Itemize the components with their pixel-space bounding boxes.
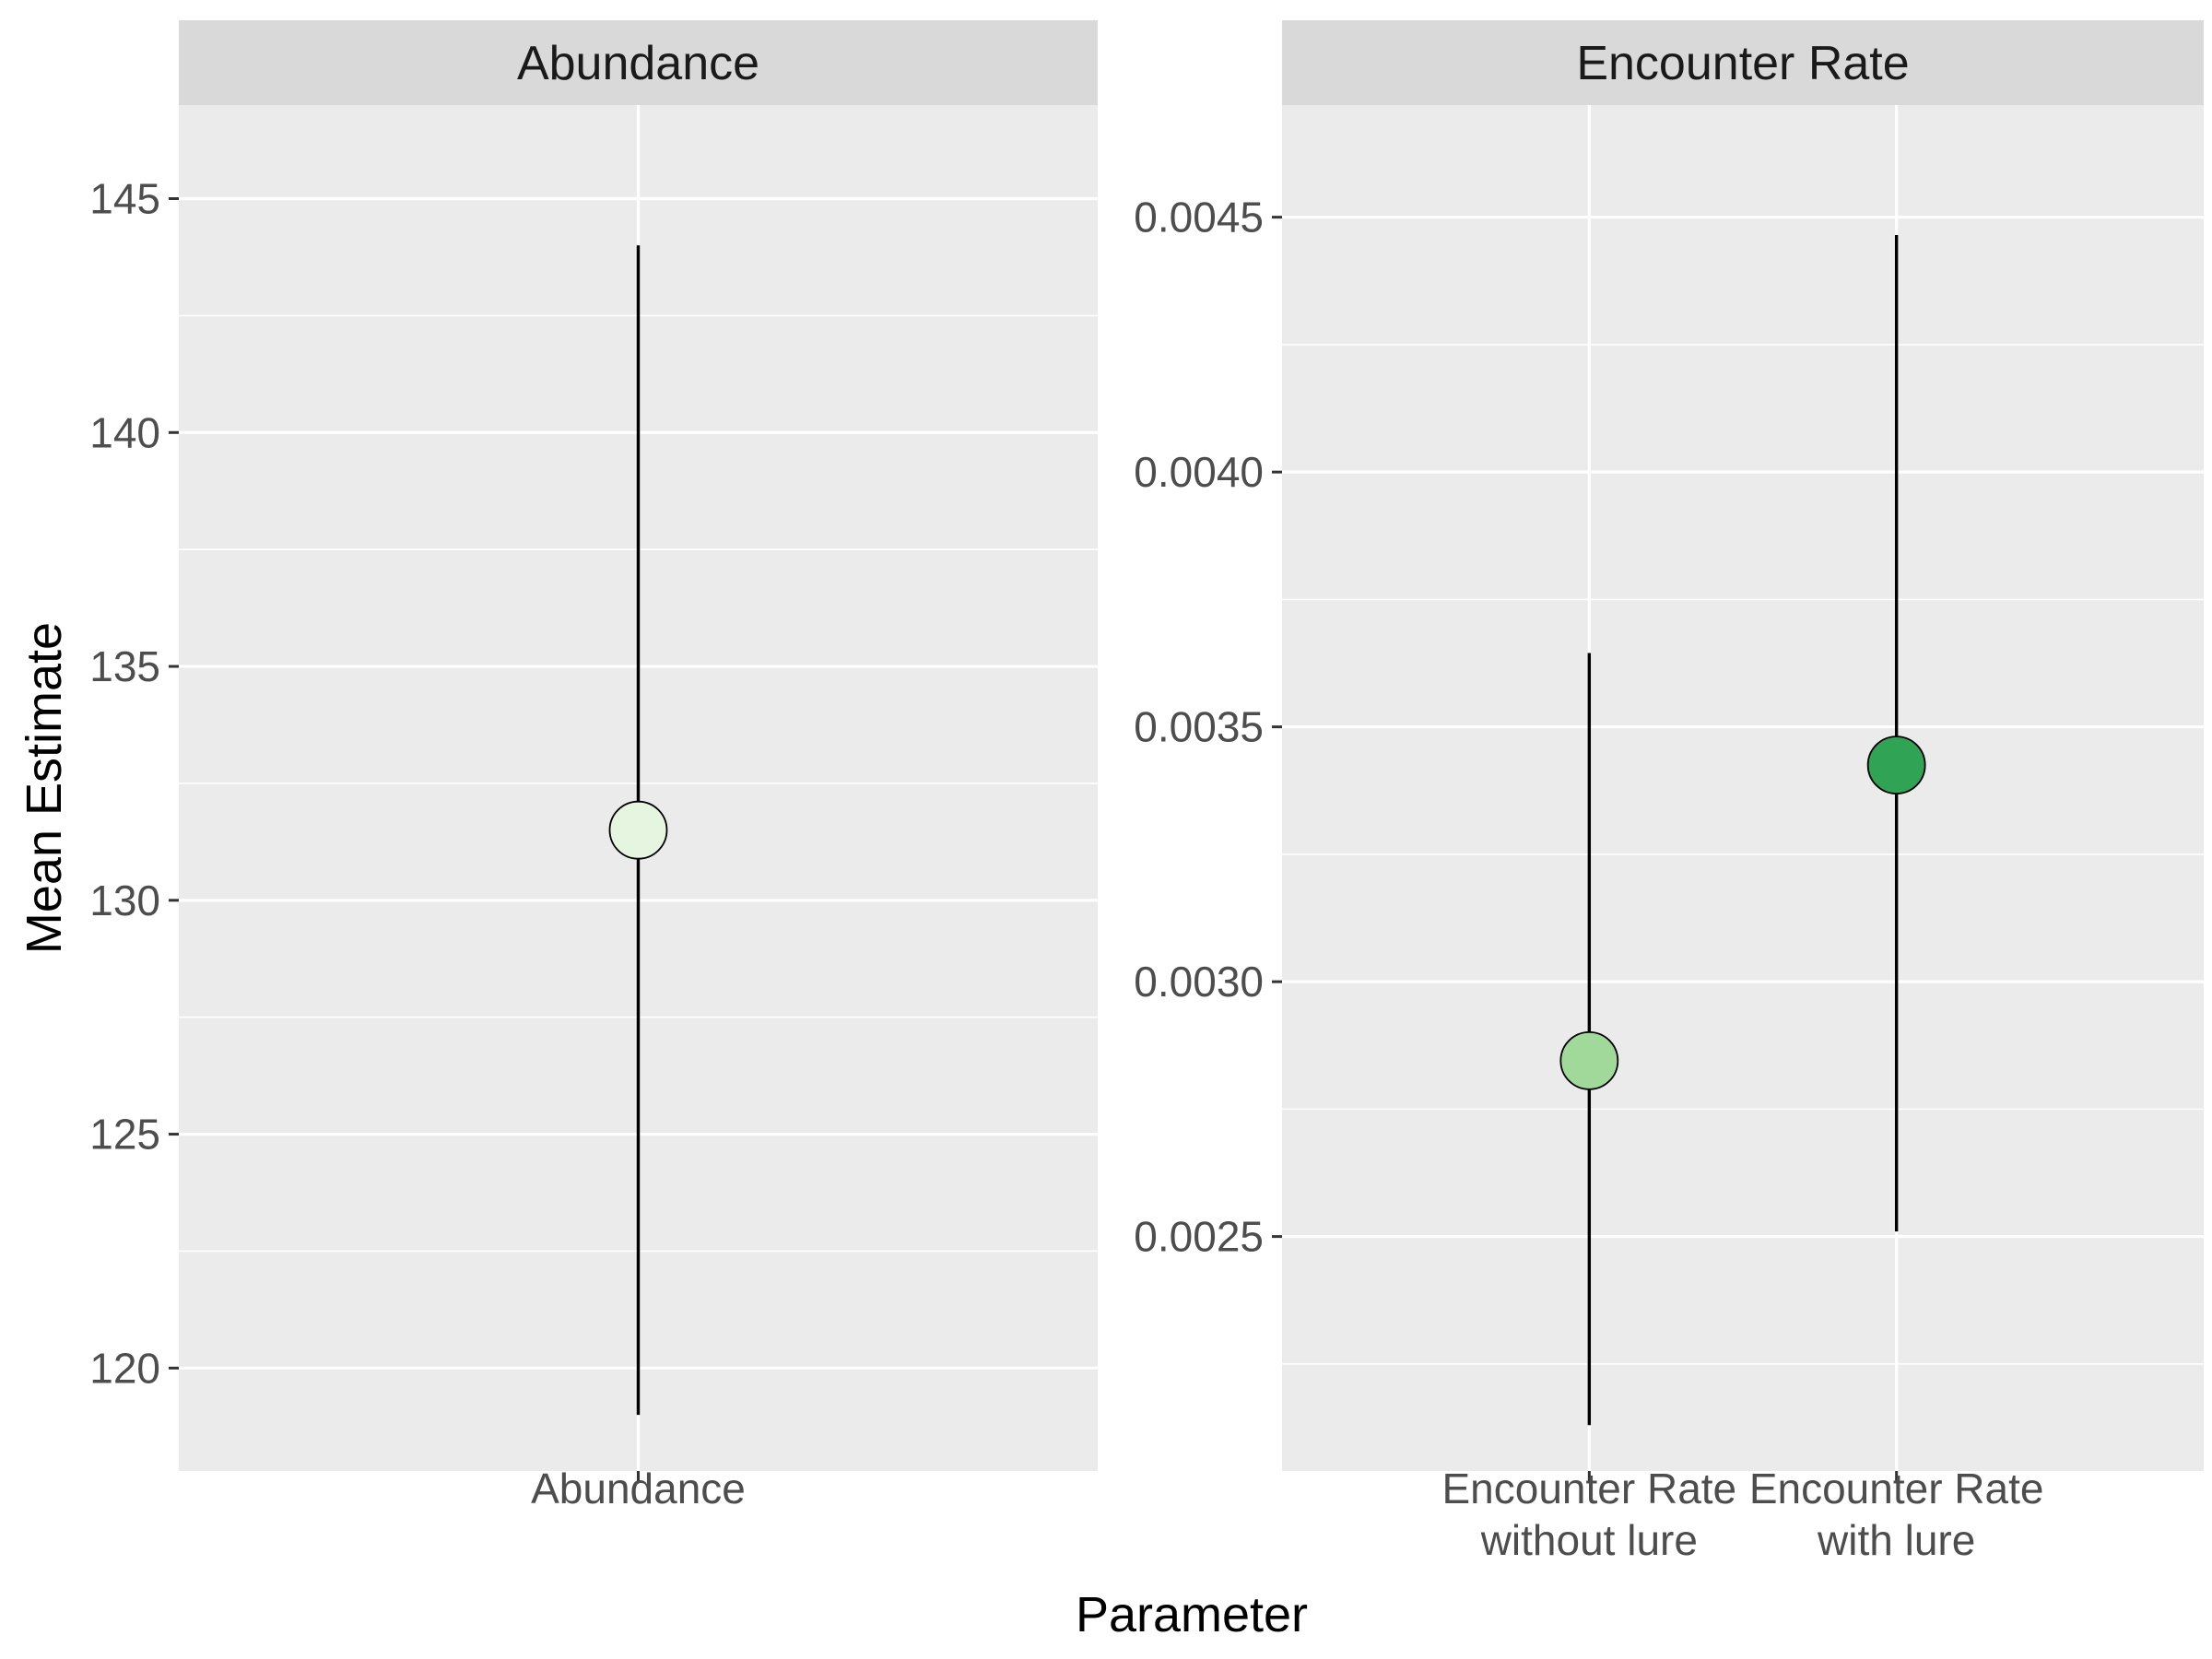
y-tick-label: 125 [89, 1111, 160, 1159]
facet-strip [179, 20, 1098, 105]
data-point [1866, 735, 1926, 795]
data-point [608, 800, 668, 860]
panel-1: Abundance 120 125 130 135 140 145 Abundance [89, 20, 1098, 1512]
facet-strip [1282, 20, 2204, 105]
x-tick-label: without lure [1480, 1516, 1698, 1564]
y-tick-label: 0.0045 [1134, 194, 1264, 241]
y-axis-title: Mean Estimate [17, 622, 72, 954]
y-tick-label: 0.0040 [1134, 448, 1264, 496]
panel-background [1282, 105, 2204, 1471]
y-tick-label: 120 [89, 1344, 160, 1392]
x-tick-label: with lure [1817, 1516, 1975, 1564]
x-tick-label: Encounter Rate [1749, 1465, 2044, 1512]
x-tick-label: Abundance [531, 1465, 746, 1512]
data-point [1559, 1030, 1619, 1090]
facet-strip-label: Encounter Rate [1576, 37, 1909, 90]
y-tick-label: 0.0035 [1134, 703, 1264, 751]
y-tick-label: 145 [89, 175, 160, 223]
y-tick-label: 130 [89, 877, 160, 924]
y-tick-label: 140 [89, 408, 160, 456]
y-tick-label: 135 [89, 642, 160, 690]
y-tick-label: 0.0025 [1134, 1213, 1264, 1261]
panel-2: Encounter Rate 0.0025 0.0030 0.0035 0.0040 0.… [1134, 20, 2204, 1564]
x-axis-title: Parameter [1076, 1587, 1308, 1642]
y-tick-label: 0.0030 [1134, 958, 1264, 1006]
x-tick-label: Encounter Rate [1442, 1465, 1737, 1512]
facet-strip-label: Abundance [517, 37, 759, 90]
